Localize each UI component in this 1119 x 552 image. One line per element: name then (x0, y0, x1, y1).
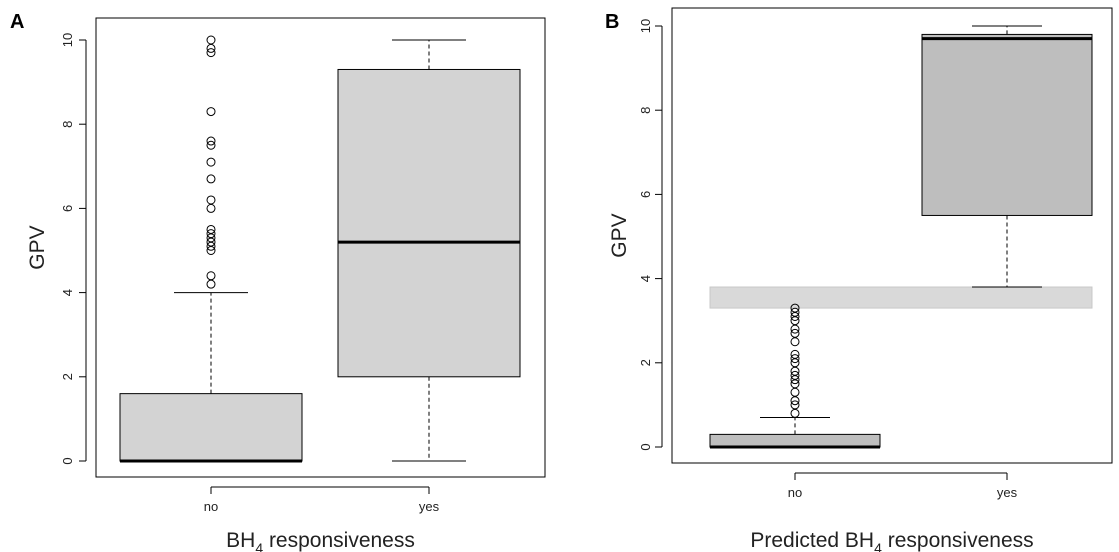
y-tick-label: 0 (60, 457, 75, 464)
box-yes (921, 25, 1093, 288)
x-axis: no yes (204, 486, 440, 514)
y-tick-label: 0 (638, 443, 653, 450)
box-iqr (337, 68, 521, 378)
outlier-point (206, 48, 216, 58)
outlier-point (790, 354, 800, 364)
outlier-point (206, 157, 216, 167)
outlier-point (206, 203, 216, 213)
y-axis-title: GPV (608, 213, 631, 257)
box-yes (337, 39, 521, 462)
x-axis-title-main: Predicted BH (750, 529, 874, 552)
y-tick-label: 8 (60, 121, 75, 128)
outlier-point (790, 408, 800, 418)
y-axis: 0 2 4 6 8 10 (638, 19, 663, 451)
y-tick-label: 10 (638, 19, 653, 33)
y-tick-label: 4 (60, 289, 75, 296)
outlier-point (790, 328, 800, 338)
x-tick-label: no (788, 485, 802, 500)
box-no (709, 303, 881, 449)
x-axis-title-main: BH (226, 529, 255, 552)
box-no (119, 35, 303, 463)
x-axis-title-rest: responsiveness (882, 529, 1034, 552)
x-axis: no yes (788, 472, 1018, 500)
outlier-point (790, 303, 800, 313)
x-axis-title-subscript: 4 (874, 540, 882, 552)
plot-frame (671, 7, 1113, 464)
outlier-point (206, 195, 216, 205)
y-tick-label: 2 (60, 373, 75, 380)
outlier-point (790, 400, 800, 410)
outlier-point (206, 224, 216, 234)
outlier-point (206, 140, 216, 150)
y-tick-label: 6 (60, 205, 75, 212)
outlier-point (206, 174, 216, 184)
y-axis-title: GPV (26, 225, 49, 269)
x-axis-title: BH4 responsiveness (226, 529, 415, 552)
outlier-point (206, 107, 216, 117)
outlier-point (790, 349, 800, 359)
x-axis-title-rest: responsiveness (263, 529, 415, 552)
threshold-band (709, 286, 1093, 309)
outlier-point (790, 337, 800, 347)
outlier-point (790, 370, 800, 380)
outlier-point (206, 279, 216, 289)
y-axis: 0 2 4 6 8 10 (60, 33, 87, 465)
x-tick-label: yes (419, 499, 440, 514)
y-tick-label: 8 (638, 107, 653, 114)
y-tick-label: 2 (638, 359, 653, 366)
x-axis-title-subscript: 4 (255, 540, 263, 552)
outlier-point (206, 35, 216, 45)
outlier-point (206, 271, 216, 281)
y-tick-label: 4 (638, 275, 653, 282)
x-tick-label: yes (997, 485, 1018, 500)
outlier-point (206, 136, 216, 146)
box-iqr (709, 433, 881, 448)
x-tick-label: no (204, 499, 218, 514)
box-iqr (119, 393, 303, 462)
panel-letter: A (10, 11, 24, 33)
y-tick-label: 10 (60, 33, 75, 47)
box-iqr (921, 33, 1093, 216)
outlier-point (790, 387, 800, 397)
plot-frame (95, 17, 546, 478)
x-axis-title: Predicted BH4 responsiveness (750, 529, 1033, 552)
outlier-point (206, 229, 216, 239)
panel-letter: B (605, 11, 619, 33)
outlier-point (790, 307, 800, 317)
y-tick-label: 6 (638, 191, 653, 198)
